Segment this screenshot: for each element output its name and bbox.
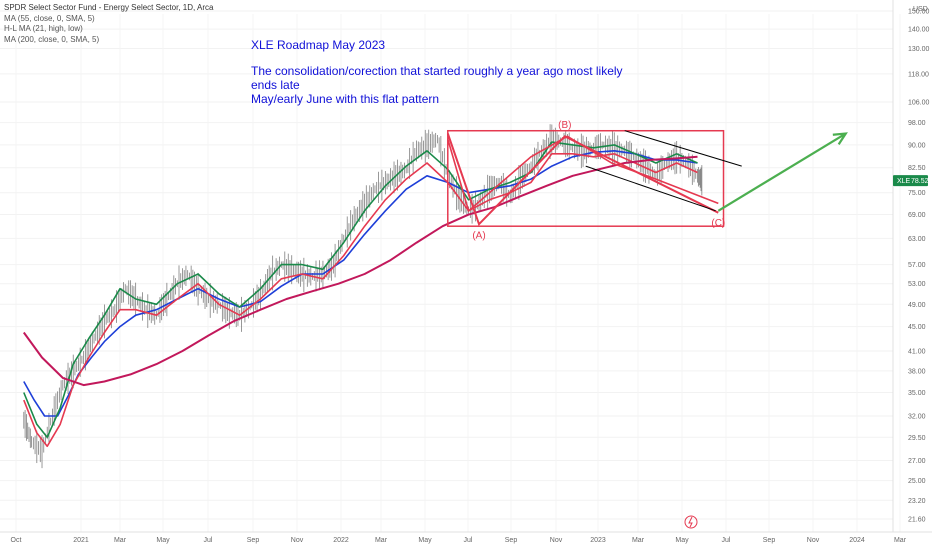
x-tick-label: Mar: [632, 537, 645, 544]
y-tick-label: 140.00: [908, 27, 930, 34]
y-tick-label: 49.00: [908, 302, 926, 309]
x-tick-label: Sep: [247, 537, 260, 544]
y-tick-label: 21.60: [908, 517, 926, 524]
y-tick-label: 150.00: [908, 9, 930, 16]
y-tick-label: 38.00: [908, 368, 926, 375]
y-tick-label: 90.00: [908, 142, 926, 149]
note-line-2: May/early June with this flat pattern: [251, 92, 440, 106]
y-tick-label: 63.00: [908, 236, 926, 243]
x-tick-label: May: [418, 537, 432, 544]
x-tick-label: Mar: [375, 537, 388, 544]
x-tick-label: Jul: [464, 537, 473, 544]
note-title: XLE Roadmap May 2023: [251, 38, 386, 52]
y-tick-label: 32.00: [908, 413, 926, 420]
channel-upper-line: [624, 130, 742, 167]
y-tick-label: 118.00: [908, 71, 929, 78]
y-tick-label: 69.00: [908, 212, 926, 219]
x-tick-label: 2023: [590, 537, 606, 544]
projection-arrow-head: [832, 132, 848, 146]
price-axis[interactable]: 150.00 140.00 130.00 118.00 106.00 98.00 90.00…: [892, 0, 930, 532]
last-price-tag-bg: [893, 175, 928, 187]
y-tick-label: 82.50: [908, 165, 926, 172]
y-tick-label: 98.00: [908, 120, 926, 127]
indicator-lines-group: [22, 141, 698, 448]
x-tick-label: Oct: [11, 537, 22, 544]
y-tick-label: 41.00: [908, 349, 926, 356]
x-tick-label: Nov: [291, 537, 304, 544]
projection-arrow-line: [717, 132, 847, 212]
y-tick-label: 106.00: [908, 100, 930, 107]
y-tick-label: 45.00: [908, 324, 926, 331]
ma200-line: [22, 155, 698, 387]
last-price-tag: XLE 78.52: [893, 175, 929, 187]
y-tick-label: 27.00: [908, 458, 926, 465]
x-tick-label: 2024: [849, 537, 865, 544]
x-tick-label: May: [675, 537, 689, 544]
y-tick-label: 75.00: [908, 190, 926, 197]
flash-icon[interactable]: [684, 515, 698, 529]
last-price-value: 78.52: [911, 178, 929, 185]
wave-label: (C): [711, 218, 725, 229]
x-tick-label: 2021: [73, 537, 89, 544]
legend-ma55[interactable]: MA (55, close, 0, SMA, 5): [4, 13, 95, 23]
y-tick-label: 25.00: [908, 478, 926, 485]
ma55-line: [23, 150, 698, 417]
note-line-1: The consolidation/corection that started…: [251, 64, 623, 92]
y-tick-label: 29.50: [908, 435, 926, 442]
x-tick-label: Sep: [505, 537, 518, 544]
x-tick-label: 2022: [333, 537, 349, 544]
legend-hl-ma[interactable]: H-L MA (21, high, low): [4, 24, 83, 33]
x-tick-label: May: [156, 537, 170, 544]
hl-ma-lower-line: [23, 153, 698, 448]
x-tick-label: Mar: [894, 537, 907, 544]
hl-ma-upper-line: [23, 141, 698, 439]
chart-grid: [0, 10, 901, 532]
price-series-group: [23, 124, 703, 469]
y-tick-label: 23.20: [908, 498, 926, 505]
wave-subwave-path: [447, 135, 719, 213]
x-tick-label: Mar: [114, 537, 127, 544]
annotations-group: (A) (B) (C): [446, 120, 848, 241]
y-tick-label: 53.00: [908, 281, 926, 288]
x-tick-label: Jul: [722, 537, 731, 544]
time-axis[interactable]: Oct 2021 Mar May Jul Sep Nov 2022 Mar May Jul Sep No…: [0, 531, 932, 544]
legend-ma200[interactable]: MA (200, close, 0, SMA, 5): [4, 34, 100, 44]
wave-label: (A): [472, 230, 485, 241]
currency-label: USD: [913, 6, 928, 13]
x-tick-label: Nov: [807, 537, 820, 544]
x-tick-label: Nov: [550, 537, 563, 544]
y-tick-label: 57.00: [908, 262, 926, 269]
y-tick-label: 35.00: [908, 390, 926, 397]
flat-pattern-box: [447, 129, 725, 227]
last-price-symbol: XLE: [897, 178, 911, 185]
chart-legend: SPDR Select Sector Fund - Energy Select …: [4, 3, 213, 45]
legend-title: SPDR Select Sector Fund - Energy Select …: [4, 3, 214, 12]
wave-label: (B): [558, 120, 571, 131]
x-tick-label: Sep: [763, 537, 776, 544]
note-body: The consolidation/corection that started…: [251, 64, 651, 106]
y-tick-label: 130.00: [908, 46, 930, 53]
channel-lower-line: [585, 165, 716, 212]
x-tick-label: Jul: [204, 537, 213, 544]
